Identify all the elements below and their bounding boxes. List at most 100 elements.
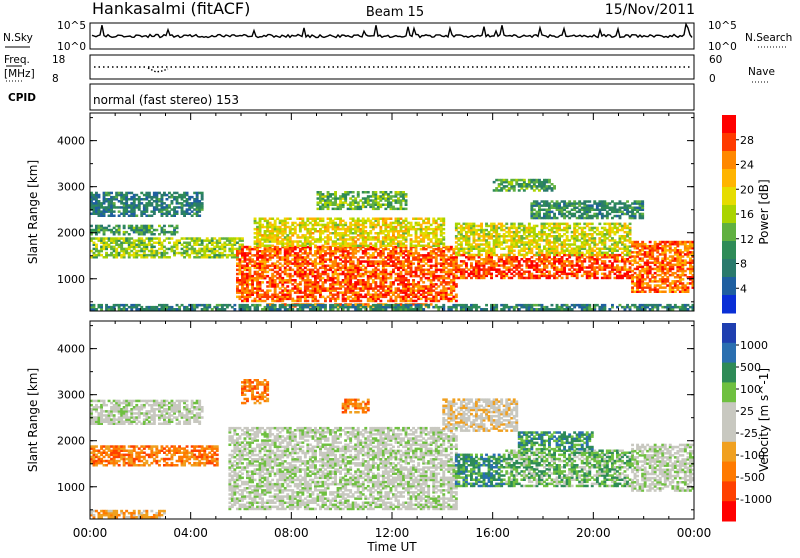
- data-cell: [595, 272, 599, 276]
- data-cell: [238, 295, 242, 299]
- data-cell: [230, 249, 234, 253]
- data-cell: [459, 226, 463, 230]
- data-cell: [472, 253, 476, 257]
- data-cell: [369, 297, 373, 301]
- data-cell: [263, 250, 267, 253]
- data-cell: [394, 289, 398, 292]
- data-cell: [306, 217, 310, 220]
- data-cell: [137, 206, 141, 209]
- data-cell: [117, 245, 121, 249]
- data-cell: [459, 249, 463, 252]
- data-cell: [95, 256, 98, 259]
- data-cell: [230, 237, 234, 240]
- data-cell: [522, 243, 526, 246]
- data-cell: [215, 249, 219, 253]
- data-cell: [261, 293, 264, 296]
- data-cell: [540, 185, 544, 188]
- data-cell: [424, 230, 428, 233]
- data-cell: [573, 274, 577, 278]
- data-cell: [555, 222, 559, 226]
- data-cell: [520, 264, 524, 267]
- data-cell: [90, 233, 93, 236]
- data-cell: [130, 249, 134, 253]
- data-cell: [477, 245, 481, 248]
- data-cell: [251, 264, 254, 267]
- data-cell: [225, 253, 229, 257]
- data-cell: [618, 276, 622, 280]
- data-cell: [158, 204, 161, 207]
- data-cell: [457, 247, 461, 250]
- data-cell: [346, 297, 350, 301]
- data-cell: [407, 250, 410, 253]
- data-cell: [553, 241, 556, 244]
- data-cell: [273, 289, 277, 292]
- data-cell: [296, 262, 300, 265]
- data-cell: [150, 249, 154, 253]
- data-cell: [306, 238, 310, 241]
- data-cell: [555, 228, 559, 232]
- data-cell: [414, 238, 418, 241]
- data-cell: [402, 219, 405, 223]
- data-cell: [286, 274, 290, 278]
- data-cell: [246, 254, 249, 257]
- data-cell: [414, 258, 418, 261]
- data-cell: [137, 226, 141, 230]
- data-cell: [261, 217, 264, 220]
- data-cell: [366, 303, 370, 306]
- data-cell: [291, 232, 295, 235]
- data-cell: [163, 233, 166, 236]
- data-cell: [321, 260, 325, 263]
- data-cell: [613, 233, 617, 236]
- data-cell: [334, 293, 337, 296]
- data-cell: [256, 279, 259, 282]
- data-cell: [532, 216, 536, 220]
- data-cell: [374, 245, 378, 249]
- data-cell: [512, 253, 516, 257]
- data-cell: [278, 297, 282, 301]
- data-cell: [291, 247, 295, 251]
- data-cell: [475, 266, 478, 269]
- data-cell: [308, 227, 312, 231]
- data-cell: [585, 235, 589, 238]
- data-cell: [570, 237, 574, 240]
- data-cell: [500, 228, 504, 232]
- data-cell: [288, 272, 292, 276]
- data-cell: [324, 260, 327, 263]
- data-cell: [452, 297, 456, 301]
- data-cell: [341, 295, 345, 299]
- data-cell: [495, 270, 499, 273]
- data-cell: [409, 244, 413, 247]
- data-cell: [253, 217, 257, 220]
- data-cell: [414, 244, 418, 247]
- data-cell: [316, 238, 320, 241]
- data-cell: [263, 268, 267, 272]
- data-cell: [344, 227, 348, 231]
- data-cell: [555, 251, 559, 255]
- data-cell: [490, 237, 493, 240]
- data-cell: [434, 236, 438, 239]
- data-cell: [238, 250, 242, 253]
- data-cell: [545, 247, 549, 250]
- data-cell: [271, 247, 275, 251]
- data-cell: [163, 208, 166, 211]
- data-cell: [540, 230, 544, 234]
- data-cell: [351, 268, 355, 272]
- data-cell: [412, 285, 415, 288]
- data-cell: [621, 224, 624, 228]
- data-cell: [545, 264, 549, 267]
- data-cell: [442, 244, 446, 247]
- data-cell: [553, 256, 556, 259]
- data-cell: [306, 260, 310, 263]
- data-cell: [336, 227, 340, 231]
- data-cell: [263, 225, 267, 229]
- data-cell: [497, 256, 501, 259]
- data-cell: [336, 272, 340, 276]
- data-cell: [384, 230, 388, 233]
- data-cell: [505, 268, 509, 271]
- data-cell: [152, 253, 156, 257]
- data-cell: [203, 253, 207, 257]
- data-cell: [616, 202, 619, 205]
- data-cell: [278, 221, 282, 225]
- data-cell: [590, 241, 594, 244]
- data-cell: [454, 285, 458, 288]
